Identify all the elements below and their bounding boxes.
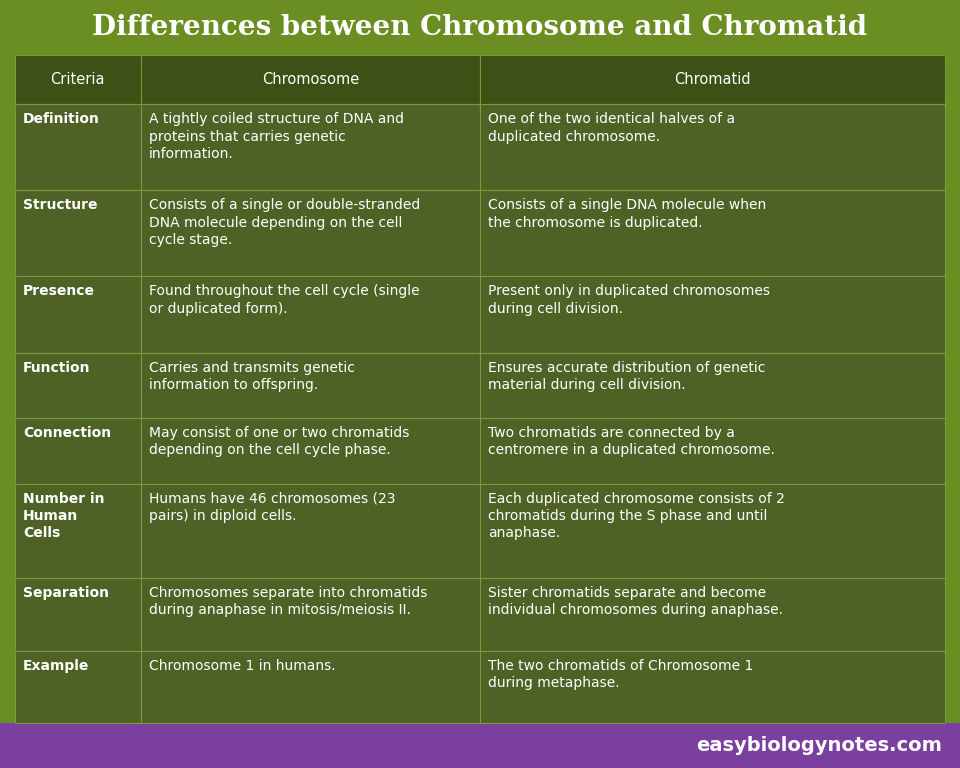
- Bar: [480, 353, 945, 418]
- Text: Number in
Human
Cells: Number in Human Cells: [23, 492, 105, 540]
- Bar: [480, 651, 945, 723]
- Bar: [140, 484, 480, 578]
- Bar: [15, 418, 140, 484]
- Text: May consist of one or two chromatids
depending on the cell cycle phase.: May consist of one or two chromatids dep…: [149, 426, 409, 458]
- Text: The two chromatids of Chromosome 1
during metaphase.: The two chromatids of Chromosome 1 durin…: [488, 659, 754, 690]
- Text: Chromosomes separate into chromatids
during anaphase in mitosis/meiosis II.: Chromosomes separate into chromatids dur…: [149, 586, 427, 617]
- Text: Criteria: Criteria: [51, 72, 105, 88]
- Bar: [140, 276, 480, 353]
- Text: Structure: Structure: [23, 198, 98, 212]
- Text: Ensures accurate distribution of genetic
material during cell division.: Ensures accurate distribution of genetic…: [488, 361, 765, 392]
- Text: Presence: Presence: [23, 284, 95, 298]
- Bar: [15, 484, 140, 578]
- Bar: [480, 190, 945, 276]
- Bar: [480, 418, 945, 484]
- Text: Example: Example: [23, 659, 89, 673]
- Text: Humans have 46 chromosomes (23
pairs) in diploid cells.: Humans have 46 chromosomes (23 pairs) in…: [149, 492, 396, 523]
- Bar: [140, 651, 480, 723]
- Bar: [15, 353, 140, 418]
- Text: Found throughout the cell cycle (single
or duplicated form).: Found throughout the cell cycle (single …: [149, 284, 420, 316]
- Bar: [15, 276, 140, 353]
- Text: Chromatid: Chromatid: [674, 72, 751, 88]
- Bar: [15, 651, 140, 723]
- Text: A tightly coiled structure of DNA and
proteins that carries genetic
information.: A tightly coiled structure of DNA and pr…: [149, 112, 403, 161]
- Bar: [15, 578, 140, 651]
- Bar: [0, 0, 960, 55]
- Bar: [15, 190, 140, 276]
- Bar: [140, 353, 480, 418]
- Bar: [15, 104, 140, 190]
- Text: Chromosome: Chromosome: [262, 72, 359, 88]
- Text: Present only in duplicated chromosomes
during cell division.: Present only in duplicated chromosomes d…: [488, 284, 770, 316]
- Text: Separation: Separation: [23, 586, 109, 601]
- Text: Each duplicated chromosome consists of 2
chromatids during the S phase and until: Each duplicated chromosome consists of 2…: [488, 492, 785, 540]
- Text: Sister chromatids separate and become
individual chromosomes during anaphase.: Sister chromatids separate and become in…: [488, 586, 783, 617]
- Bar: [480, 104, 945, 190]
- Bar: [140, 578, 480, 651]
- Bar: [15, 55, 140, 104]
- Text: One of the two identical halves of a
duplicated chromosome.: One of the two identical halves of a dup…: [488, 112, 735, 144]
- Text: Consists of a single DNA molecule when
the chromosome is duplicated.: Consists of a single DNA molecule when t…: [488, 198, 766, 230]
- Bar: [140, 418, 480, 484]
- Bar: [480, 55, 945, 104]
- Bar: [0, 723, 960, 768]
- Text: Connection: Connection: [23, 426, 111, 440]
- Bar: [140, 190, 480, 276]
- Bar: [140, 104, 480, 190]
- Text: Function: Function: [23, 361, 90, 375]
- Bar: [480, 276, 945, 353]
- Text: Chromosome 1 in humans.: Chromosome 1 in humans.: [149, 659, 335, 673]
- Bar: [480, 578, 945, 651]
- Text: easybiologynotes.com: easybiologynotes.com: [696, 736, 942, 755]
- Text: Two chromatids are connected by a
centromere in a duplicated chromosome.: Two chromatids are connected by a centro…: [488, 426, 775, 458]
- Bar: [140, 55, 480, 104]
- Text: Carries and transmits genetic
information to offspring.: Carries and transmits genetic informatio…: [149, 361, 354, 392]
- Bar: [480, 484, 945, 578]
- Text: Consists of a single or double-stranded
DNA molecule depending on the cell
cycle: Consists of a single or double-stranded …: [149, 198, 420, 247]
- Text: Differences between Chromosome and Chromatid: Differences between Chromosome and Chrom…: [92, 14, 868, 41]
- Text: Definition: Definition: [23, 112, 100, 127]
